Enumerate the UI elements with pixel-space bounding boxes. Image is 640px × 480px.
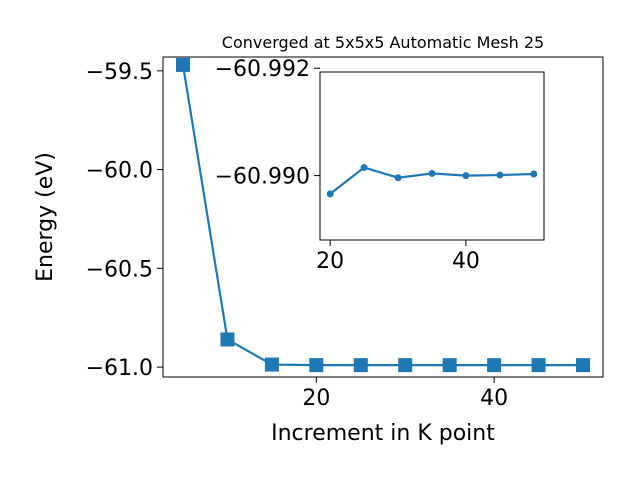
- chart-title: Converged at 5x5x5 Automatic Mesh 25: [222, 33, 544, 52]
- main-series-marker-layer: [176, 57, 590, 373]
- inset-y-tick-label: −60.992: [215, 57, 310, 82]
- main-data-point: [353, 358, 368, 373]
- inset-data-point: [496, 171, 504, 179]
- inset-data-point: [462, 172, 470, 180]
- main-data-point: [309, 358, 324, 373]
- main-data-point: [442, 358, 457, 373]
- inset-series-marker-layer: [326, 164, 538, 198]
- inset-x-ticks: 20 40: [316, 240, 480, 274]
- main-data-point: [398, 358, 413, 373]
- inset-data-point: [530, 170, 538, 178]
- main-y-tick-label: −60.5: [86, 257, 153, 282]
- main-y-tick-label: −59.5: [86, 60, 153, 85]
- inset-y-ticks: −60.992 −60.990: [215, 57, 320, 190]
- main-data-point: [264, 357, 279, 372]
- main-series-line: [181, 64, 583, 367]
- main-y-ticks: −59.5 −60.0 −60.5 −61.0: [86, 60, 163, 381]
- main-data-point: [487, 358, 502, 373]
- main-x-tick-label: 40: [480, 386, 508, 411]
- main-series-line-layer: [181, 64, 583, 367]
- main-data-point: [531, 358, 546, 373]
- inset-axes: 20 40 −60.992−60.990: [215, 57, 545, 274]
- y-axis-label: Energy (eV): [33, 152, 58, 282]
- inset-data-point: [394, 174, 402, 182]
- inset-data-point: [326, 190, 334, 198]
- main-data-point: [576, 358, 590, 373]
- main-y-tick-label: −61.0: [86, 356, 153, 381]
- inset-x-tick-label: 20: [316, 249, 344, 274]
- main-data-point: [220, 332, 235, 347]
- main-x-tick-label: 20: [302, 386, 330, 411]
- inset-data-point: [428, 169, 436, 177]
- inset-plot-frame: [319, 71, 545, 241]
- inset-y-tick-label: −60.990: [215, 165, 310, 190]
- main-y-tick-label: −60.0: [86, 159, 153, 184]
- main-x-ticks: 20 40: [302, 377, 508, 411]
- inset-x-tick-label: 40: [452, 249, 480, 274]
- x-axis-label: Increment in K point: [271, 421, 495, 446]
- inset-data-point: [360, 164, 368, 172]
- main-data-point: [176, 57, 190, 72]
